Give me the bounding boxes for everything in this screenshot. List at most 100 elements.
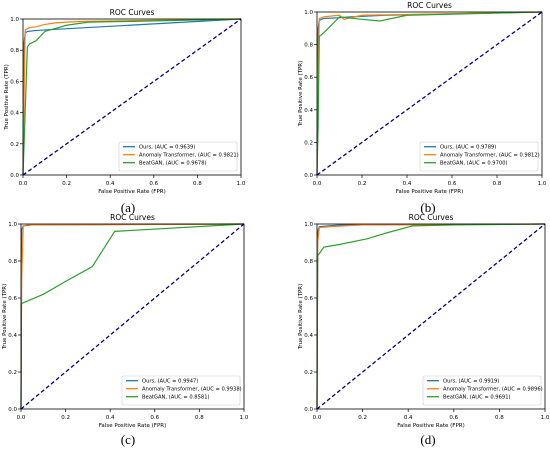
legend-label: Anomaly Transformer, (AUC = 0.9938) — [142, 387, 242, 393]
y-tick-label: 0.2 — [304, 140, 313, 146]
legend: Ours, (AUC = 0.9919) Anomaly Transformer,… — [422, 375, 543, 406]
x-tick-label: 0.0 — [313, 181, 322, 187]
plot-frame — [316, 11, 543, 176]
y-tick-label: 0.2 — [10, 142, 19, 148]
x-tick-label: 1.0 — [538, 181, 547, 187]
diagonal-reference-line — [20, 223, 245, 410]
roc-curve-line — [316, 11, 543, 176]
legend-box — [422, 375, 542, 406]
x-tick-label: 0.4 — [106, 181, 115, 187]
legend-box — [419, 141, 539, 172]
legend-label: Ours, (AUC = 0.9947) — [142, 379, 198, 385]
legend-label: BeatGAN, (AUC = 0.8581) — [142, 395, 210, 401]
x-tick-label: 0.0 — [17, 415, 26, 421]
y-axis-label: True Positive Rate (TPR) — [298, 284, 304, 351]
legend-label: Anomaly Transformer, (AUC = 0.9812) — [440, 153, 540, 159]
y-tick-label: 0.2 — [8, 370, 17, 376]
chart-title: ROC Curves — [407, 1, 452, 10]
y-tick-label: 0.0 — [10, 173, 19, 179]
roc-curve-line — [22, 18, 242, 176]
chart-title: ROC Curves — [110, 213, 155, 222]
x-tick-label: 0.4 — [106, 415, 115, 421]
y-tick-label: 0.6 — [304, 75, 313, 81]
x-axis-label: False Positive Rate (FPR) — [396, 189, 463, 195]
y-tick-label: 0.6 — [8, 296, 17, 302]
y-tick-label: 0.4 — [10, 111, 19, 117]
legend: Ours, (AUC = 0.9639) Anomaly Transformer,… — [118, 141, 239, 172]
roc-curve-line — [20, 223, 245, 410]
x-tick-label: 0.8 — [195, 415, 204, 421]
y-axis-label: True Positive Rate (TPR) — [4, 64, 10, 131]
y-tick-label: 0.8 — [304, 43, 313, 49]
y-tick-label: 0.0 — [304, 173, 313, 179]
x-tick-label: 0.8 — [193, 181, 202, 187]
x-tick-label: 0.4 — [403, 181, 412, 187]
legend: Ours, (AUC = 0.9789) Anomaly Transformer,… — [419, 141, 540, 172]
x-tick-label: 0.0 — [313, 415, 322, 421]
panel-caption: (d) — [420, 432, 435, 447]
legend-label: Anomaly Transformer, (AUC = 0.9821) — [139, 153, 239, 159]
panel-caption: (a) — [121, 200, 135, 215]
plot-frame — [20, 223, 245, 410]
roc-curve-line — [22, 18, 242, 176]
y-tick-label: 0.4 — [304, 333, 313, 339]
diagonal-reference-line — [316, 223, 546, 410]
plot-frame — [316, 223, 546, 410]
y-tick-label: 0.6 — [10, 79, 19, 85]
y-axis-label: True Positive Rate (TPR) — [2, 284, 8, 351]
y-tick-label: 0.6 — [304, 296, 313, 302]
x-tick-label: 0.4 — [404, 415, 413, 421]
x-tick-label: 0.0 — [19, 181, 28, 187]
x-tick-label: 0.6 — [150, 415, 159, 421]
legend-box — [121, 375, 241, 406]
x-tick-label: 0.2 — [358, 181, 367, 187]
x-axis-label: False Positive Rate (FPR) — [397, 423, 464, 429]
y-tick-label: 0.8 — [10, 48, 19, 54]
roc-panel: ROC Curves 0.0 0.2 0.4 0.6 0.8 1.0 0.0 0.2 0.4 0.6… — [298, 213, 550, 447]
y-tick-label: 1.0 — [8, 222, 17, 228]
legend-box — [118, 141, 238, 172]
x-tick-label: 1.0 — [237, 181, 246, 187]
y-tick-label: 0.8 — [304, 259, 313, 265]
chart-title: ROC Curves — [110, 8, 155, 17]
y-axis-label: True Positive Rate (TPR) — [298, 61, 304, 128]
diagonal-reference-line — [22, 18, 242, 176]
legend-label: Anomaly Transformer, (AUC = 0.9896) — [443, 387, 543, 393]
x-axis-label: False Positive Rate (FPR) — [99, 423, 166, 429]
y-tick-label: 0.4 — [8, 333, 17, 339]
y-tick-label: 0.2 — [304, 370, 313, 376]
x-tick-label: 1.0 — [240, 415, 249, 421]
x-tick-label: 1.0 — [541, 415, 550, 421]
x-tick-label: 0.6 — [149, 181, 158, 187]
y-tick-label: 1.0 — [304, 10, 313, 16]
panel-caption: (b) — [420, 200, 435, 215]
diagonal-reference-line — [316, 11, 543, 176]
legend: Ours, (AUC = 0.9947) Anomaly Transformer,… — [121, 375, 242, 406]
y-tick-label: 0.0 — [304, 407, 313, 413]
roc-panel: ROC Curves 0.0 0.2 0.4 0.6 0.8 1.0 0.0 0.2 0.4 0.6… — [4, 8, 246, 215]
x-tick-label: 0.8 — [493, 181, 502, 187]
legend-label: Ours, (AUC = 0.9639) — [139, 145, 195, 151]
panel-caption: (c) — [121, 432, 135, 447]
y-tick-label: 0.8 — [8, 259, 17, 265]
legend-label: Ours, (AUC = 0.9789) — [440, 145, 496, 151]
x-tick-label: 0.6 — [449, 415, 458, 421]
roc-panel: ROC Curves 0.0 0.2 0.4 0.6 0.8 1.0 0.0 0.2 0.4 0.6… — [298, 1, 547, 215]
x-tick-label: 0.6 — [448, 181, 457, 187]
plot-frame — [22, 18, 242, 176]
legend-label: BeatGAN, (AUC = 0.9691) — [443, 395, 511, 401]
roc-curve-line — [316, 223, 546, 410]
x-tick-label: 0.2 — [61, 415, 70, 421]
legend-label: Ours, (AUC = 0.9919) — [443, 379, 499, 385]
x-tick-label: 0.2 — [62, 181, 71, 187]
y-tick-label: 0.0 — [8, 407, 17, 413]
y-tick-label: 1.0 — [304, 222, 313, 228]
x-tick-label: 0.8 — [495, 415, 504, 421]
chart-title: ROC Curves — [409, 213, 454, 222]
x-axis-label: False Positive Rate (FPR) — [98, 189, 165, 195]
x-tick-label: 0.2 — [358, 415, 367, 421]
y-tick-label: 0.4 — [304, 108, 313, 114]
roc-curve-line — [22, 18, 242, 176]
